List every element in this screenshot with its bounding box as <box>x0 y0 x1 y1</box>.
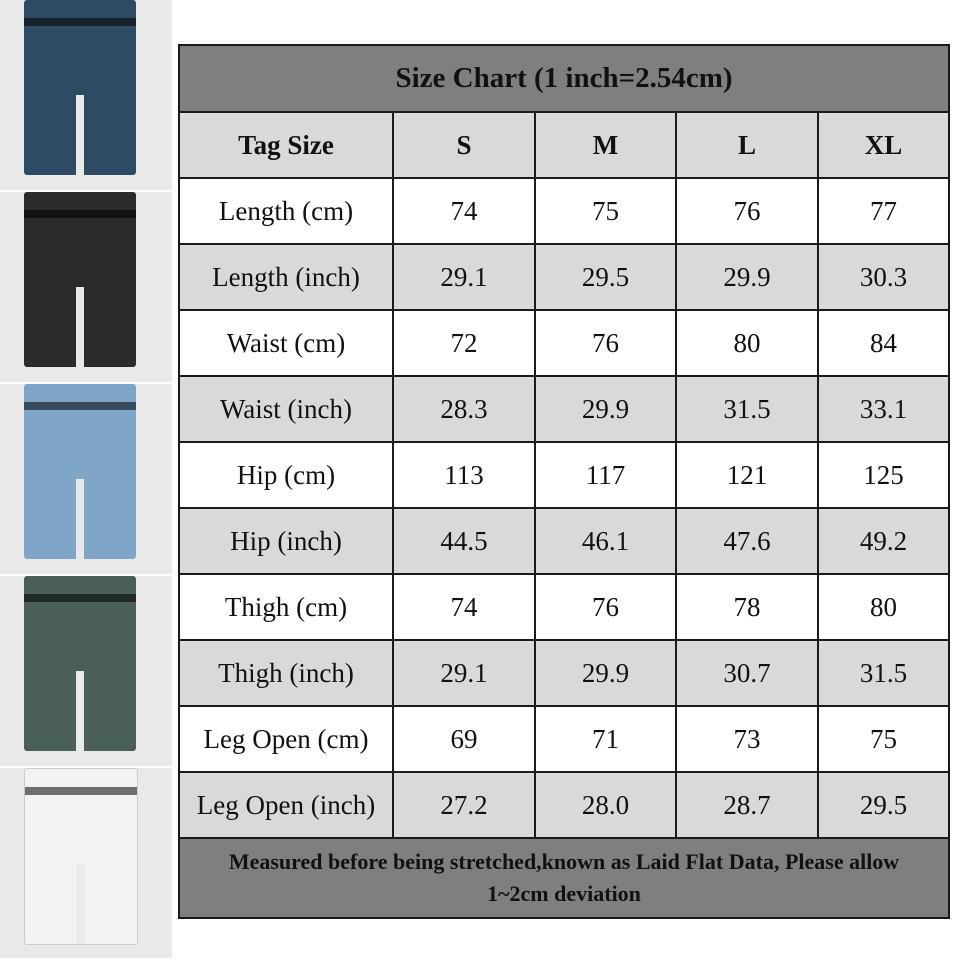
row-label: Waist (cm) <box>178 309 394 377</box>
cell-value: 29.5 <box>534 243 677 311</box>
table-row: Waist (cm) 72 76 80 84 <box>178 309 951 377</box>
cell-value: 121 <box>675 441 819 509</box>
row-label: Waist (inch) <box>178 375 394 443</box>
belt <box>24 210 136 218</box>
leg-gap <box>76 95 84 175</box>
cell-value: 69 <box>392 705 536 773</box>
cell-value: 74 <box>392 573 536 641</box>
cell-value: 80 <box>675 309 819 377</box>
cell-value: 29.9 <box>534 639 677 707</box>
cell-value: 78 <box>675 573 819 641</box>
photo-black-wash-jorts <box>0 192 172 382</box>
size-chart-table: Size Chart (1 inch=2.54cm) Tag Size S M L XL… <box>177 44 951 919</box>
table-row: Thigh (inch) 29.1 29.9 30.7 31.5 <box>178 639 951 707</box>
row-label: Leg Open (cm) <box>178 705 394 773</box>
footnote-line-1: Measured before being stretched,known as… <box>228 849 900 874</box>
cell-value: 75 <box>534 177 677 245</box>
belt <box>24 18 136 26</box>
row-label: Length (cm) <box>178 177 394 245</box>
header-size-s: S <box>392 111 536 179</box>
header-tag-size: Tag Size <box>178 111 394 179</box>
cell-value: 72 <box>392 309 536 377</box>
cell-value: 29.5 <box>816 771 951 839</box>
product-photos <box>0 0 172 960</box>
cell-value: 28.0 <box>534 771 677 839</box>
table-row: Hip (inch) 44.5 46.1 47.6 49.2 <box>178 507 951 575</box>
jeans-shape <box>24 768 138 945</box>
photo-light-blue-wash-jorts <box>0 384 172 574</box>
header-size-xl: XL <box>816 111 951 179</box>
cell-value: 31.5 <box>816 639 951 707</box>
jeans-shape <box>24 384 136 559</box>
header-row: Tag Size S M L XL <box>178 111 951 179</box>
header-size-m: M <box>534 111 677 179</box>
cell-value: 76 <box>675 177 819 245</box>
table-row: Leg Open (cm) 69 71 73 75 <box>178 705 951 773</box>
leg-gap <box>76 287 84 367</box>
belt <box>25 787 137 795</box>
table-row: Waist (inch) 28.3 29.9 31.5 33.1 <box>178 375 951 443</box>
cell-value: 44.5 <box>392 507 536 575</box>
cell-value: 46.1 <box>534 507 677 575</box>
footnote-line-2: 1~2cm deviation <box>487 881 641 906</box>
cell-value: 29.9 <box>675 243 819 311</box>
belt <box>24 594 136 602</box>
cell-value: 30.3 <box>816 243 951 311</box>
cell-value: 28.7 <box>675 771 819 839</box>
cell-value: 113 <box>392 441 536 509</box>
cell-value: 31.5 <box>675 375 819 443</box>
jeans-shape <box>24 576 136 751</box>
leg-gap <box>77 864 85 944</box>
cell-value: 49.2 <box>816 507 951 575</box>
footnote: Measured before being stretched,known as… <box>177 837 951 919</box>
cell-value: 30.7 <box>675 639 819 707</box>
size-chart-title: Size Chart (1 inch=2.54cm) <box>177 44 951 112</box>
row-label: Leg Open (inch) <box>178 771 394 839</box>
cell-value: 117 <box>534 441 677 509</box>
photo-dark-blue-wash-jorts <box>0 0 172 190</box>
leg-gap <box>76 671 84 751</box>
table-row: Thigh (cm) 74 76 78 80 <box>178 573 951 641</box>
row-label: Thigh (inch) <box>178 639 394 707</box>
cell-value: 76 <box>534 309 677 377</box>
cell-value: 75 <box>816 705 951 773</box>
photo-white-jorts <box>0 768 172 958</box>
jeans-shape <box>24 192 136 367</box>
cell-value: 73 <box>675 705 819 773</box>
cell-value: 71 <box>534 705 677 773</box>
cell-value: 125 <box>816 441 951 509</box>
cell-value: 47.6 <box>675 507 819 575</box>
header-size-l: L <box>675 111 819 179</box>
jeans-shape <box>24 0 136 175</box>
row-label: Length (inch) <box>178 243 394 311</box>
table-row: Leg Open (inch) 27.2 28.0 28.7 29.5 <box>178 771 951 839</box>
photo-green-tint-wash-jorts <box>0 576 172 766</box>
cell-value: 84 <box>816 309 951 377</box>
table-row: Length (cm) 74 75 76 77 <box>178 177 951 245</box>
belt <box>24 402 136 410</box>
cell-value: 29.9 <box>534 375 677 443</box>
row-label: Hip (inch) <box>178 507 394 575</box>
cell-value: 77 <box>816 177 951 245</box>
cell-value: 33.1 <box>816 375 951 443</box>
leg-gap <box>76 479 84 559</box>
cell-value: 80 <box>816 573 951 641</box>
cell-value: 76 <box>534 573 677 641</box>
cell-value: 28.3 <box>392 375 536 443</box>
cell-value: 74 <box>392 177 536 245</box>
table-row: Hip (cm) 113 117 121 125 <box>178 441 951 509</box>
row-label: Thigh (cm) <box>178 573 394 641</box>
cell-value: 29.1 <box>392 243 536 311</box>
cell-value: 27.2 <box>392 771 536 839</box>
table-row: Length (inch) 29.1 29.5 29.9 30.3 <box>178 243 951 311</box>
row-label: Hip (cm) <box>178 441 394 509</box>
cell-value: 29.1 <box>392 639 536 707</box>
